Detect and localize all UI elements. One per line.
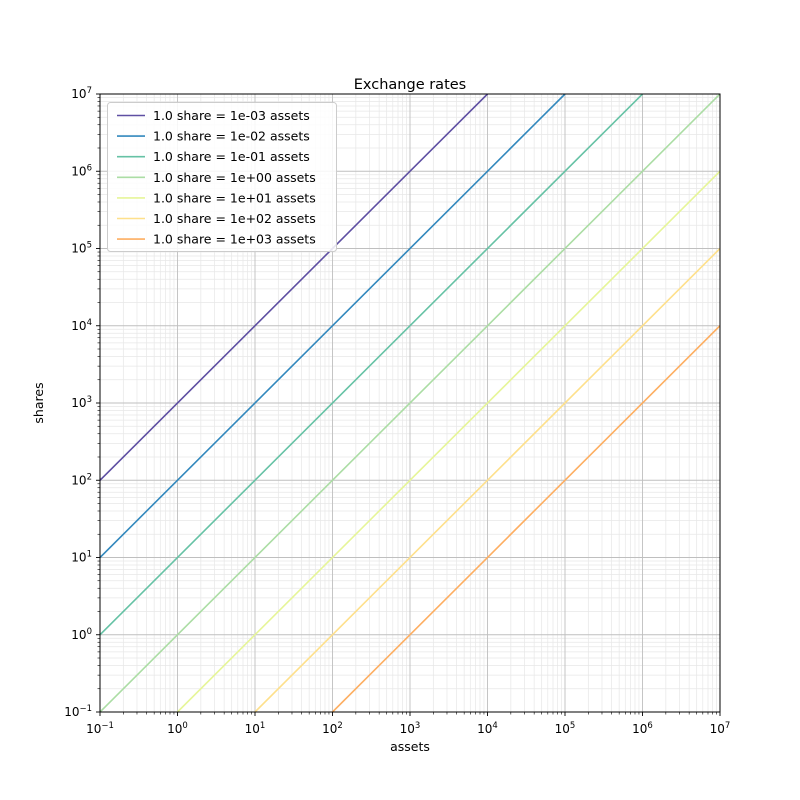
legend-label: 1.0 share = 1e+02 assets (153, 211, 316, 226)
series-line-1-0-share-1e-01-assets (176, 170, 720, 712)
y-tick-label: 102 (71, 472, 92, 487)
legend-label: 1.0 share = 1e-01 assets (153, 149, 310, 164)
series-line-1-0-share-1e-02-assets (100, 94, 566, 559)
series-line-1-0-share-1e-03-assets (100, 94, 489, 481)
x-tick-label: 10−1 (86, 721, 114, 736)
legend-item: 1.0 share = 1e+02 assets (117, 211, 316, 226)
y-tick-label: 101 (71, 550, 92, 565)
x-tick-label: 100 (167, 721, 188, 736)
y-tick-label: 10−1 (64, 704, 92, 719)
chart-title: Exchange rates (354, 77, 466, 93)
legend-item: 1.0 share = 1e-02 assets (117, 129, 310, 144)
y-tick-labels: 10−1 100 101 102 103 104 105 106 107 (64, 86, 92, 719)
y-tick-label: 107 (71, 86, 92, 101)
legend-label: 1.0 share = 1e+00 assets (153, 170, 316, 185)
y-tick-label: 103 (71, 395, 92, 410)
y-tick-label: 104 (71, 318, 92, 333)
legend-item: 1.0 share = 1e-03 assets (117, 108, 310, 123)
legend-item: 1.0 share = 1e+03 assets (117, 232, 316, 247)
x-axis-label: assets (390, 739, 430, 754)
legend-item: 1.0 share = 1e+00 assets (117, 170, 316, 185)
legend-label: 1.0 share = 1e-02 assets (153, 129, 310, 144)
legend-item: 1.0 share = 1e+01 assets (117, 190, 316, 205)
x-tick-labels: 10−1 100 101 102 103 104 105 106 107 (86, 721, 730, 736)
axis-ticks (96, 93, 721, 716)
y-tick-label: 100 (71, 627, 92, 642)
y-tick-label: 105 (71, 241, 92, 256)
legend-item: 1.0 share = 1e-01 assets (117, 149, 310, 164)
x-tick-label: 107 (710, 721, 731, 736)
series-line-1-0-share-1e-00-assets (100, 94, 720, 712)
y-tick-label: 106 (71, 163, 92, 178)
legend-label: 1.0 share = 1e+01 assets (153, 190, 316, 205)
x-tick-label: 102 (322, 721, 343, 736)
legend-label: 1.0 share = 1e+03 assets (153, 232, 316, 247)
x-tick-label: 103 (400, 721, 421, 736)
x-tick-label: 105 (555, 721, 576, 736)
x-tick-label: 106 (632, 721, 653, 736)
legend: 1.0 share = 1e-03 assets 1.0 share = 1e-0… (107, 102, 337, 252)
series-lines (100, 94, 720, 712)
y-axis-label: shares (31, 382, 46, 423)
legend-box (107, 102, 337, 252)
series-line-1-0-share-1e-03-assets (331, 325, 720, 712)
legend-label: 1.0 share = 1e-03 assets (153, 108, 310, 123)
series-line-1-0-share-1e-01-assets (100, 94, 644, 636)
x-tick-label: 104 (477, 721, 498, 736)
x-tick-label: 101 (245, 721, 266, 736)
series-line-1-0-share-1e-02-assets (254, 247, 720, 712)
